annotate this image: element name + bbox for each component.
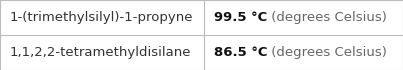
Text: 1-(trimethylsilyl)-1-propyne: 1-(trimethylsilyl)-1-propyne <box>10 11 193 24</box>
Text: 99.5 °C: 99.5 °C <box>214 11 267 24</box>
Text: 86.5 °C: 86.5 °C <box>214 46 267 59</box>
Text: (degrees Celsius): (degrees Celsius) <box>267 11 386 24</box>
Text: (degrees Celsius): (degrees Celsius) <box>267 46 387 59</box>
Text: 1,1,2,2-tetramethyldisilane: 1,1,2,2-tetramethyldisilane <box>10 46 191 59</box>
